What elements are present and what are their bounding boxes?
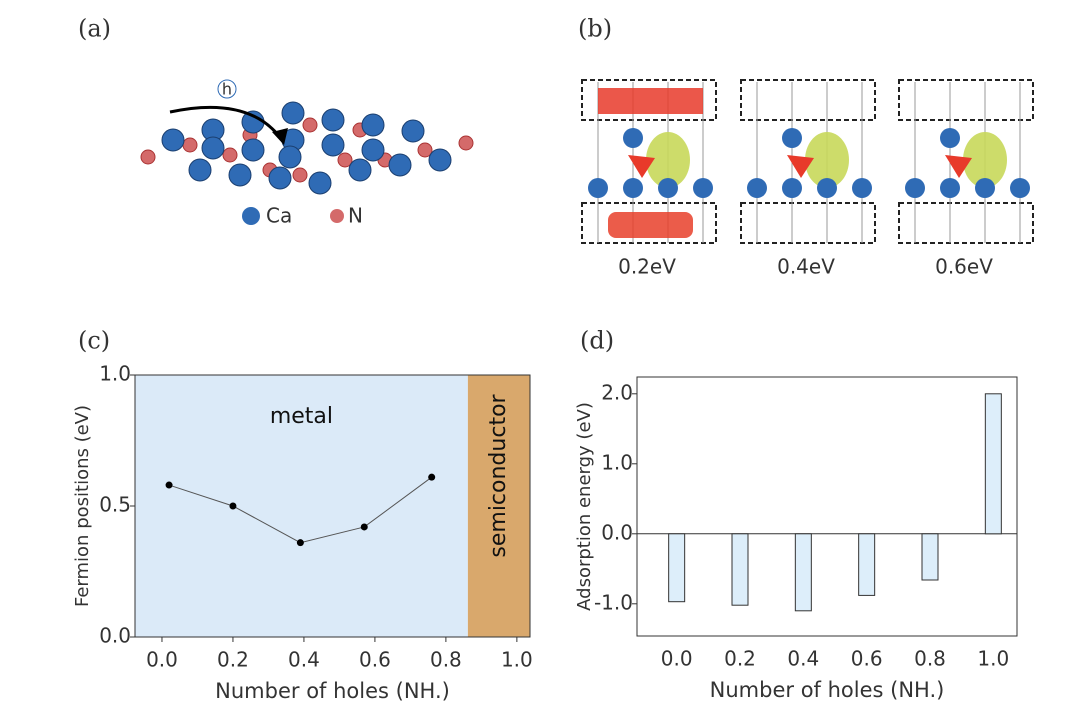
x-tick-label: 0.2 [217, 648, 249, 672]
density [787, 155, 814, 178]
atom [658, 178, 678, 198]
point [296, 539, 304, 547]
box [581, 202, 717, 244]
box [898, 79, 1034, 121]
hole-label: h [222, 80, 232, 99]
y-tick-label: 1.0 [99, 362, 131, 386]
y-tick-label: 0.0 [601, 520, 633, 544]
plot-frame [636, 376, 1018, 637]
bar [921, 533, 939, 581]
x-tick-label: 0.0 [146, 648, 178, 672]
x-axis-title: Number of holes (NH.) [710, 678, 945, 702]
region-label: semiconductor [486, 393, 511, 557]
panel-label: (c) [78, 327, 110, 355]
caption: 0.4eV [777, 255, 835, 279]
x-axis-title: Number of holes (NH.) [215, 679, 450, 703]
y-tick-label: 1.0 [601, 450, 633, 474]
density [628, 155, 655, 178]
panel-label: (d) [580, 327, 614, 355]
x-tick-label: 1.0 [977, 647, 1009, 671]
point [428, 473, 436, 481]
atom [623, 128, 643, 148]
atom [940, 128, 960, 148]
region-label: metal [270, 404, 333, 429]
caption: 0.6eV [935, 255, 993, 279]
box [898, 202, 1034, 244]
legend-label: Ca [266, 204, 292, 228]
atom [940, 178, 960, 198]
y-axis-title: Adsorption energy (eV) [574, 402, 595, 611]
density-image [740, 79, 876, 244]
y-tick-label: 0.0 [99, 624, 131, 648]
atom [588, 178, 608, 198]
region [467, 375, 530, 637]
x-tick-label: 0.4 [787, 647, 819, 671]
charge-density-images [581, 79, 1034, 244]
y-tick-label: 0.5 [99, 493, 131, 517]
y-axis-title: Fermion positions (eV) [72, 405, 93, 607]
bar [794, 533, 812, 612]
x-tick-label: 0.8 [430, 648, 462, 672]
y-tick-label: 2.0 [601, 380, 633, 404]
atom [852, 178, 872, 198]
box [581, 79, 717, 121]
atom [975, 178, 995, 198]
atom [693, 178, 713, 198]
x-tick-label: 1.0 [501, 648, 533, 672]
atom [1010, 178, 1030, 198]
density-image [581, 79, 717, 244]
box [740, 202, 876, 244]
atom [905, 178, 925, 198]
bar [731, 533, 749, 606]
x-tick-label: 0.4 [288, 648, 320, 672]
point [165, 481, 173, 489]
x-tick-label: 0.2 [724, 647, 756, 671]
atom [817, 178, 837, 198]
bar [858, 533, 876, 596]
density-image [898, 79, 1034, 244]
x-tick-label: 0.8 [914, 647, 946, 671]
bar [668, 533, 686, 603]
y-tick-label: -1.0 [594, 590, 633, 614]
region [135, 375, 468, 637]
x-tick-label: 0.0 [661, 647, 693, 671]
point [229, 502, 237, 510]
density [598, 88, 703, 114]
point [360, 523, 368, 531]
panel-label: (a) [78, 15, 111, 43]
density [646, 132, 690, 188]
density [805, 132, 849, 188]
legend-swatch [242, 207, 260, 225]
atom [747, 178, 767, 198]
density [608, 212, 693, 238]
panel-label: (b) [578, 15, 612, 43]
x-tick-label: 0.6 [851, 647, 883, 671]
atom [782, 128, 802, 148]
bar [984, 393, 1002, 535]
legend-label: N [348, 204, 363, 228]
legend-swatch [330, 209, 344, 223]
caption: 0.2eV [618, 255, 676, 279]
x-tick-label: 0.6 [359, 648, 391, 672]
density [945, 155, 972, 178]
box [740, 79, 876, 121]
atom [623, 178, 643, 198]
atom [782, 178, 802, 198]
crystal-illustration [140, 79, 474, 195]
density [963, 132, 1007, 188]
